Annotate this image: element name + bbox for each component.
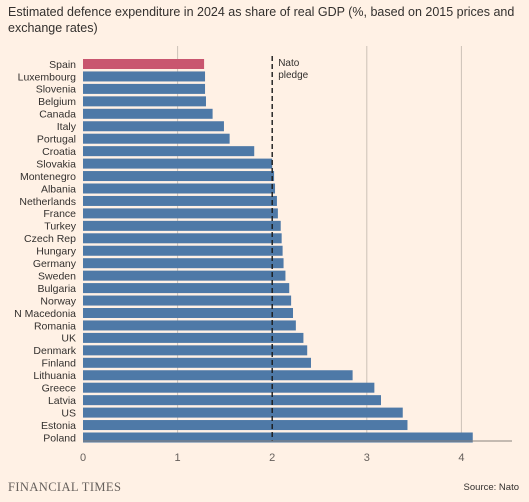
bar-czech-rep <box>83 233 282 244</box>
bar-lithuania <box>83 370 353 381</box>
bar-romania <box>83 320 296 331</box>
bar-belgium <box>83 96 206 107</box>
bar-albania <box>83 183 276 194</box>
category-label: Finland <box>42 358 77 370</box>
category-label: Albania <box>41 183 76 195</box>
x-tick-label: 1 <box>175 452 181 464</box>
grid-lines <box>177 46 462 441</box>
category-label: Germany <box>33 258 77 270</box>
category-label: Sweden <box>38 270 76 282</box>
x-tick-label: 4 <box>458 452 464 464</box>
category-label: N Macedonia <box>14 308 76 320</box>
bar-denmark <box>83 345 308 356</box>
category-label: Belgium <box>38 96 76 108</box>
source-note: Source: Nato <box>463 482 519 493</box>
x-tick-label: 3 <box>364 452 370 464</box>
category-label: Turkey <box>44 221 76 233</box>
bar-canada <box>83 108 213 119</box>
bar-hungary <box>83 245 283 256</box>
category-label: Spain <box>49 59 76 71</box>
category-label: Hungary <box>36 246 76 258</box>
category-label: Portugal <box>37 134 76 146</box>
bar-slovenia <box>83 83 206 94</box>
bar-spain <box>83 59 205 69</box>
category-label: Luxembourg <box>18 71 77 83</box>
bar-turkey <box>83 220 281 231</box>
category-label: Greece <box>42 383 77 395</box>
bar-italy <box>83 121 224 132</box>
category-label: Bulgaria <box>37 283 76 295</box>
category-label: Romania <box>34 320 76 332</box>
bars <box>83 59 473 443</box>
category-label: UK <box>61 333 76 345</box>
bar-n-macedonia <box>83 308 294 318</box>
category-label: Norway <box>40 295 76 307</box>
nato-pledge-label: Nato <box>278 58 300 69</box>
nato-pledge-label: pledge <box>278 70 308 81</box>
bar-slovakia <box>83 158 273 169</box>
bar-poland <box>83 432 473 443</box>
bar-netherlands <box>83 195 277 206</box>
category-label: Croatia <box>42 146 76 158</box>
category-label: Slovakia <box>36 158 76 170</box>
category-label: Poland <box>43 432 76 444</box>
bar-montenegro <box>83 171 275 182</box>
bar-norway <box>83 295 292 306</box>
category-label: Latvia <box>48 395 76 407</box>
category-label: Slovenia <box>36 84 76 96</box>
category-label: Netherlands <box>19 196 76 208</box>
x-tick-label: 0 <box>80 452 86 464</box>
bar-latvia <box>83 395 381 406</box>
category-label: Lithuania <box>33 370 76 382</box>
bar-finland <box>83 357 311 368</box>
category-label: Canada <box>39 109 76 121</box>
bar-france <box>83 208 278 219</box>
category-label: Montenegro <box>20 171 76 183</box>
category-label: Denmark <box>33 345 76 357</box>
bar-croatia <box>83 146 255 157</box>
category-label: Estonia <box>41 420 76 432</box>
bar-luxembourg <box>83 71 206 82</box>
bar-germany <box>83 258 284 269</box>
bar-estonia <box>83 420 408 431</box>
bar-uk <box>83 332 304 343</box>
axes: 0 1 2 3 4 SpainLuxembourgSloveniaBelgiumCanad… <box>14 59 512 464</box>
bar-sweden <box>83 270 286 281</box>
category-label: France <box>43 208 76 220</box>
category-label: Italy <box>57 121 77 133</box>
category-label: US <box>61 407 76 419</box>
chart-title: Estimated defence expenditure in 2024 as… <box>8 5 515 35</box>
category-label: Czech Rep <box>24 233 76 245</box>
bar-us <box>83 407 403 418</box>
bar-bulgaria <box>83 283 290 294</box>
x-tick-label: 2 <box>269 452 275 464</box>
bar-greece <box>83 382 375 393</box>
brand-logo: FINANCIAL TIMES <box>8 480 122 494</box>
bar-portugal <box>83 133 230 144</box>
